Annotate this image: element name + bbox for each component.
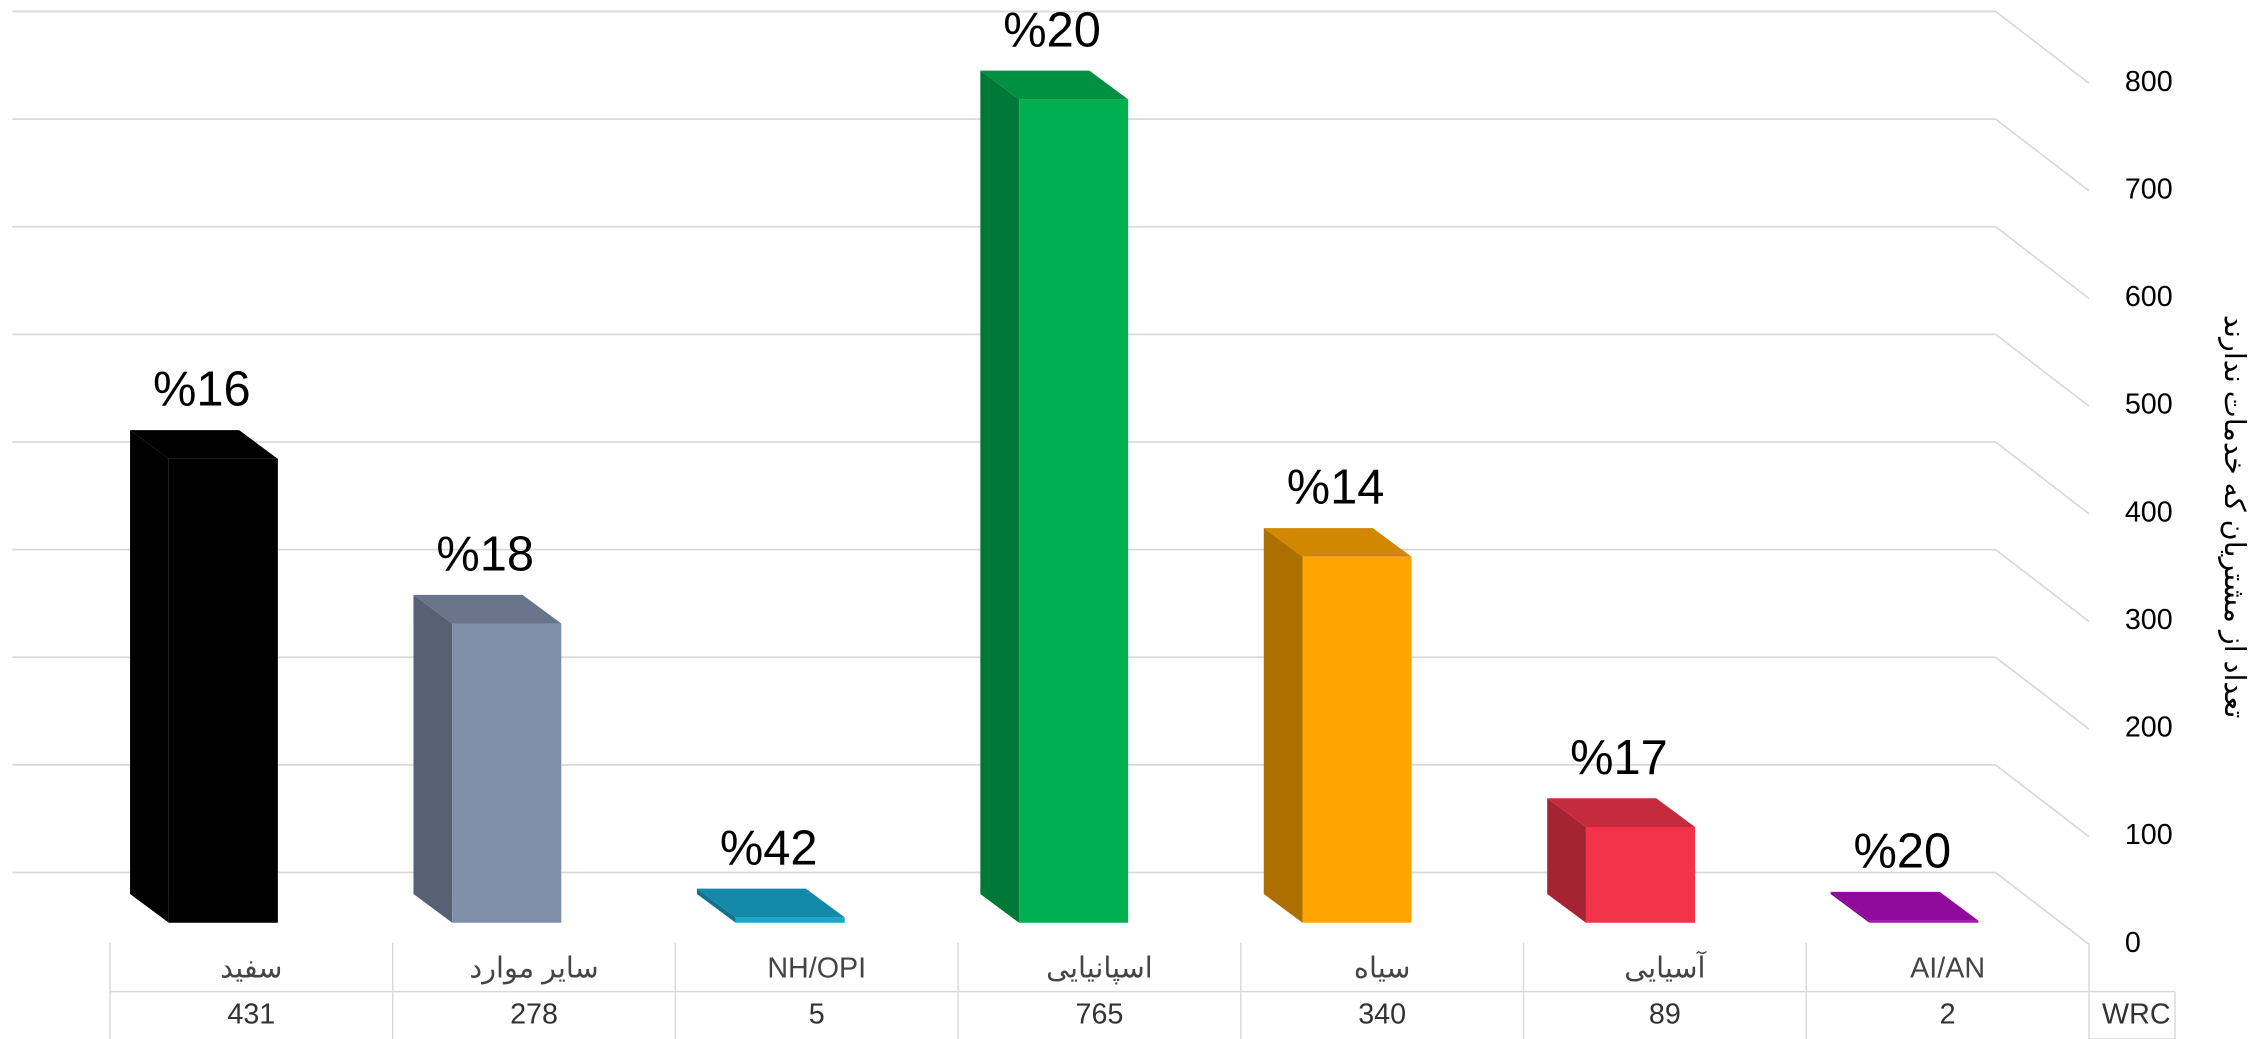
grid-line-side: [1995, 118, 2090, 192]
y-tick-label: 0: [2125, 927, 2141, 959]
grid-line-side: [1995, 441, 2090, 515]
y-tick-label: 100: [2125, 819, 2173, 851]
bar: [1585, 826, 1696, 923]
grid-line-side: [1995, 764, 2090, 838]
bar-side: [696, 888, 736, 923]
grid-line-side: [1995, 548, 2090, 623]
bar-top: [980, 70, 1129, 100]
data-label: %42: [720, 821, 818, 875]
bar: [1302, 556, 1412, 923]
data-label: %17: [1570, 731, 1668, 785]
bar-top: [696, 888, 845, 918]
table-value: 765: [1076, 999, 1124, 1031]
data-label: %14: [1287, 461, 1385, 515]
y-tick-label: 200: [2125, 712, 2173, 744]
bar-side: [130, 430, 169, 923]
bar-side: [413, 594, 453, 923]
x-tick-label: سایر موارد: [469, 953, 598, 985]
x-tick-label: NH/OPI: [767, 953, 866, 985]
y-tick-label: 800: [2125, 66, 2173, 98]
table-value: 278: [510, 999, 558, 1031]
bar-side: [1547, 798, 1586, 923]
x-tick-label: سیاه: [1354, 953, 1410, 985]
grid-line-side: [1995, 226, 2090, 300]
grid-line-side: [1995, 871, 2090, 945]
x-tick-label: آسیایی: [1624, 951, 1707, 985]
y-tick-label: 400: [2125, 496, 2173, 528]
y-tick-label: 300: [2125, 604, 2173, 636]
bar-side: [980, 70, 1020, 923]
y-tick-label: 500: [2125, 389, 2173, 421]
bar-side: [1263, 528, 1303, 923]
table-value: 2: [1940, 999, 1956, 1031]
bar-top: [1263, 528, 1412, 557]
bar-top: [1830, 891, 1979, 921]
y-tick-label: 700: [2125, 173, 2173, 205]
bar: [168, 458, 278, 923]
table-value: 431: [227, 999, 275, 1031]
x-tick-label: AI/AN: [1910, 953, 1985, 985]
bar: [735, 917, 845, 923]
bar-top: [130, 430, 278, 459]
table-row-label: WRC: [2102, 999, 2171, 1031]
grid-line-side: [1995, 333, 2090, 407]
y-axis-label: تعداد از مشتریان که خدمات ندارند: [2218, 315, 2250, 718]
grid-line-side: [1995, 656, 2090, 730]
x-tick-label: اسپانیایی: [1046, 953, 1153, 985]
x-tick-label: سفید: [220, 953, 282, 985]
data-label: %20: [1003, 3, 1101, 57]
data-label: %16: [153, 363, 251, 417]
bar: [452, 623, 562, 923]
data-label: %18: [436, 527, 534, 581]
bar-top: [413, 594, 562, 624]
bar: [1019, 99, 1129, 923]
bar: [1869, 920, 1979, 923]
table-value: 5: [809, 999, 825, 1031]
bar-side: [1830, 891, 1870, 923]
table-value: 89: [1649, 999, 1681, 1031]
data-label: %20: [1854, 824, 1952, 878]
grid-line-side: [1995, 10, 2090, 84]
table-value: 340: [1358, 999, 1406, 1031]
bar-top: [1547, 798, 1696, 827]
y-tick-label: 600: [2125, 281, 2173, 313]
